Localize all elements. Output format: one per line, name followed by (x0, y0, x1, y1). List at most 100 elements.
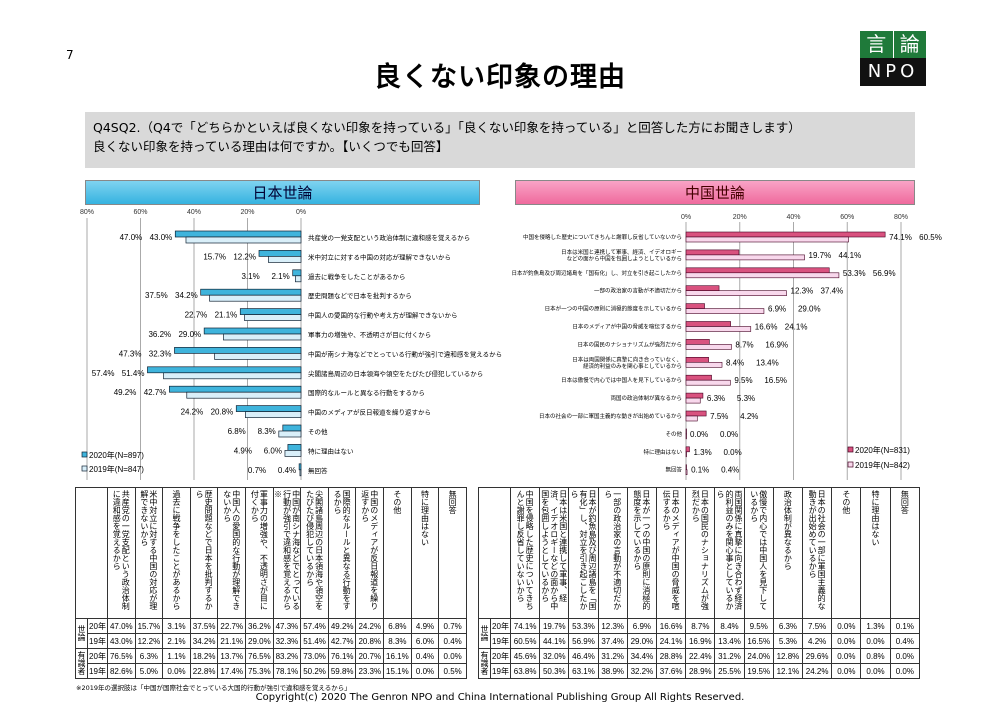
row-group-label: 有識者 (75, 648, 88, 679)
table-cell: 0.0% (831, 618, 862, 634)
category-label-line: などの面から中国を包囲しようとしているから (567, 254, 682, 262)
category-label-line: 経済的利益のみを関心事としているから (583, 362, 682, 370)
column-header-text: 尖閣諸島周辺の日本領海や領空をたびたび侵犯しているから (305, 490, 324, 610)
bar-charts: 80% 60% 40% 20% 0% 43.0% 47.0% 共産党の一党支配という政治体制に… (80, 209, 942, 480)
row-group-label: 有識者 (478, 648, 491, 679)
column-header: 米中対立に対する中国の対応が理解できないから (134, 487, 164, 619)
column-header-text: 無回答 (900, 490, 910, 514)
bar-2019 (245, 411, 302, 418)
table-row: 19年 43.0% 12.2% 2.1% 34.2% 21.1% 29.0% 32.3% 51.… (76, 633, 467, 649)
column-header-text: 両国関係に真摯に向き合わず経済的利益のみを関心事としているから (716, 490, 744, 610)
table-cell: 29.0% (626, 633, 658, 649)
table-cell: 22.7% (217, 618, 247, 634)
data-label-2020: 6.9% (768, 305, 786, 314)
bar-2019 (244, 314, 302, 321)
table-cell: 8.3% (383, 633, 412, 649)
table-cell: 29.0% (245, 633, 274, 649)
bar-2019 (299, 469, 302, 477)
table-cell: 0.0% (860, 663, 891, 679)
table-cell: 82.6% (107, 663, 136, 679)
legend-label-2019: 2019年(N=847) (89, 464, 144, 474)
table-cell: 13.4% (714, 633, 745, 649)
table-cell: 76.5% (245, 648, 274, 664)
category-label: 中国を侵略した歴史についてきちんと謝罪し反省していないから (523, 233, 682, 241)
bar-2020 (169, 385, 302, 393)
data-label-2019: 4.2% (740, 412, 758, 421)
column-header: 中国のメディアが反日報道を繰り返すから (355, 487, 385, 619)
table-cell: 8.7% (685, 618, 716, 634)
table-cell: 0.4% (410, 648, 440, 664)
table-cell: 78.1% (272, 663, 302, 679)
footnote: ※2019年の選択肢は「中国が国際社会でとっている大国的行動が強引で違和感を覚え… (76, 684, 351, 692)
table-cell: 74.1% (509, 618, 541, 634)
table-cell: 34.2% (189, 633, 219, 649)
column-header: 軍事力の増強や、不透明さが目に付くから (245, 487, 274, 619)
column-header-text: 傲慢で内心では中国人を見下しているから (749, 490, 768, 610)
category-label: 日本が一つの中国の原則に消極的態度を示しているから (545, 305, 682, 313)
data-label-2019: 24.1% (785, 323, 808, 332)
table-cell: 6.8% (383, 618, 412, 634)
category-label: 過去に戦争をしたことがあるから (308, 272, 406, 281)
row-year: 20年 (490, 618, 511, 634)
data-label-2019: 5.3% (737, 394, 755, 403)
table-cell: 15.7% (134, 618, 164, 634)
data-label-2020: 0.0% (690, 430, 708, 439)
table-cell: 32.0% (539, 648, 570, 664)
tick-label: 20% (733, 214, 747, 221)
table-cell: 42.7% (327, 633, 357, 649)
category-label: 一部の政治家の言動が不適切だから (594, 287, 682, 295)
table-cell: 0.1% (889, 618, 921, 634)
table-row: 有識者 20年 45.6% 32.0% 46.4% 31.2% 34.4% 28.8% 22.4… (478, 648, 921, 679)
table-cell: 16.5% (743, 633, 774, 649)
table-cell: 12.8% (772, 648, 804, 664)
table-cell: 23.3% (355, 663, 385, 679)
column-header: 中国が南シナ海などでとっている行動が強引で違和感を覚えるから※ (272, 487, 302, 619)
data-label-2020: 15.7% (203, 252, 226, 261)
column-header: 日本が一つの中国の原則に消極的態度を示しているから (626, 487, 658, 619)
page-number: 7 (66, 48, 74, 62)
table-cell: 50.2% (300, 663, 329, 679)
data-label-2019: 43.0% (150, 233, 173, 242)
table-cell: 0.0% (410, 663, 440, 679)
column-header: 特に理由はない (410, 487, 440, 619)
column-header: 日本のメディアが中国の脅威を喧伝するから (656, 487, 687, 619)
table-cell: 31.2% (597, 648, 628, 664)
bar-2020 (235, 405, 302, 412)
column-header-text: 特に理由はない (871, 490, 881, 546)
bar-2019 (685, 290, 787, 297)
column-header: 尖閣諸島周辺の日本領海や領空をたびたび侵犯しているから (300, 487, 329, 619)
column-header-text: その他 (841, 490, 851, 514)
category-label: 歴史問題などで日本を批判するから (308, 291, 412, 300)
category-label: 無回答 (308, 466, 328, 475)
table-cell: 24.1% (656, 633, 687, 649)
row-group-text: 有識者 (77, 650, 86, 675)
row-year: 19年 (490, 633, 511, 649)
category-label: 中国のメディアが反日報道を繰り返すから (308, 408, 431, 417)
data-label-2019: 16.9% (765, 340, 788, 349)
data-label-2020: 57.4% (92, 369, 115, 378)
table-cell: 3.1% (162, 618, 191, 634)
table-cell: 12.3% (597, 618, 628, 634)
data-label-2019: 0.4% (721, 466, 739, 475)
table-cell: 76.5% (107, 648, 136, 664)
data-label-2019: 20.8% (211, 408, 234, 417)
bar-2020 (685, 231, 886, 238)
table-cell: 16.9% (685, 633, 716, 649)
column-header: 中国人の愛国的な行動が理解できないから (217, 487, 247, 619)
category-label: 軍事力の増強や、不透明さが目に付くから (308, 330, 431, 339)
table-cell: 0.0% (889, 663, 921, 679)
table-cell: 25.5% (714, 663, 745, 679)
legend-swatch-2020 (847, 446, 854, 453)
data-label-2020: 16.6% (755, 323, 778, 332)
bar-2019 (278, 430, 302, 438)
table-cell: 0.8% (860, 648, 891, 664)
column-header-text: 歴史問題などで日本を批判するから (195, 490, 214, 610)
column-header-text: 軍事力の増強や、不透明さが目に付くから (250, 490, 269, 610)
table-cell: 53.3% (568, 618, 599, 634)
table-cell: 19.7% (539, 618, 570, 634)
data-label-2020: 7.5% (710, 412, 728, 421)
data-label-2020: 49.2% (114, 388, 137, 397)
tick-label: 0% (681, 214, 691, 221)
column-header-text: 中国のメディアが反日報道を繰り返すから (360, 490, 379, 610)
table-cell: 0.0% (438, 648, 467, 664)
